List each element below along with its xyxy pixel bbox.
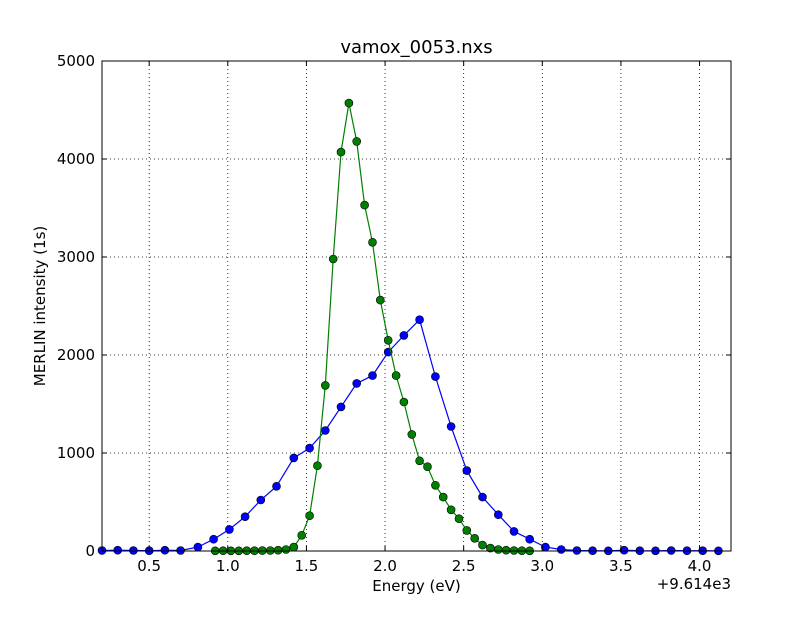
x-axis-label: Energy (eV) xyxy=(372,577,460,595)
data-point xyxy=(328,254,338,264)
y-tick-label: 4000 xyxy=(57,150,95,168)
x-tick-label: 3.5 xyxy=(609,557,633,575)
plot-series xyxy=(97,98,723,556)
data-point xyxy=(438,492,448,502)
data-point xyxy=(193,542,203,552)
series-2 xyxy=(210,98,535,556)
data-point xyxy=(320,426,330,435)
data-point xyxy=(454,514,464,524)
data-point xyxy=(391,371,401,380)
data-point xyxy=(368,371,377,380)
x-tick-label: 2.5 xyxy=(452,557,476,575)
y-tick-label: 1000 xyxy=(57,444,95,462)
data-point xyxy=(556,545,566,554)
data-point xyxy=(272,481,281,491)
series-line xyxy=(215,102,530,552)
y-tick-label: 3000 xyxy=(57,248,95,266)
x-tick-label: 3.0 xyxy=(530,557,554,575)
data-point xyxy=(305,443,314,453)
data-point xyxy=(360,200,369,210)
axis-ticks: 0.5 1.0 1.5 2.0 2.5 3.0 3.5 4.0 0 1000 2000 3000 400… xyxy=(57,52,731,575)
data-point xyxy=(336,402,346,412)
y-tick-label: 2000 xyxy=(57,346,95,364)
data-point xyxy=(525,534,535,544)
data-point xyxy=(344,98,354,108)
data-point xyxy=(225,525,234,534)
data-point xyxy=(478,492,487,502)
data-point xyxy=(160,545,170,555)
data-point xyxy=(446,505,456,515)
x-offset-label: +9.614e3 xyxy=(657,575,731,593)
y-axis-label: MERLIN intensity (1s) xyxy=(31,226,49,386)
data-point xyxy=(431,372,440,381)
data-point xyxy=(281,545,291,554)
grid xyxy=(102,60,731,552)
data-point xyxy=(407,430,417,439)
data-point xyxy=(462,526,472,535)
y-tick-label: 5000 xyxy=(57,52,95,70)
data-point xyxy=(320,381,330,390)
x-tick-label: 1.0 xyxy=(216,557,240,575)
data-point xyxy=(305,511,314,521)
data-point xyxy=(446,422,456,431)
y-tick-label: 0 xyxy=(85,542,95,560)
data-point xyxy=(619,545,629,555)
data-point xyxy=(375,295,385,305)
data-point xyxy=(368,238,377,247)
data-point xyxy=(256,495,266,505)
x-tick-label: 0.5 xyxy=(137,557,161,575)
data-point xyxy=(415,315,424,325)
data-point xyxy=(470,533,480,543)
data-point xyxy=(297,530,307,540)
data-point xyxy=(423,462,432,472)
plot-frame xyxy=(101,60,732,552)
x-tick-label: 4.0 xyxy=(688,557,712,575)
data-point xyxy=(501,545,511,555)
data-point xyxy=(313,461,322,471)
data-point xyxy=(509,527,519,536)
data-point xyxy=(209,534,218,544)
data-point xyxy=(336,147,346,157)
data-point xyxy=(273,545,283,555)
data-point xyxy=(462,466,472,475)
data-point xyxy=(352,137,362,146)
data-point xyxy=(478,540,487,550)
data-point xyxy=(431,480,440,490)
data-point xyxy=(240,512,250,522)
data-point xyxy=(493,545,503,554)
data-point xyxy=(289,453,299,463)
data-point xyxy=(493,510,503,520)
data-point xyxy=(399,397,409,407)
data-point xyxy=(399,331,409,340)
x-tick-label: 2.0 xyxy=(373,557,397,575)
data-point xyxy=(289,542,299,552)
data-point xyxy=(113,545,122,555)
data-point xyxy=(415,456,424,466)
x-tick-label: 1.5 xyxy=(294,557,318,575)
chart-title: vamox_0053.nxs xyxy=(340,37,492,58)
data-point xyxy=(352,379,362,388)
data-point xyxy=(383,335,393,345)
